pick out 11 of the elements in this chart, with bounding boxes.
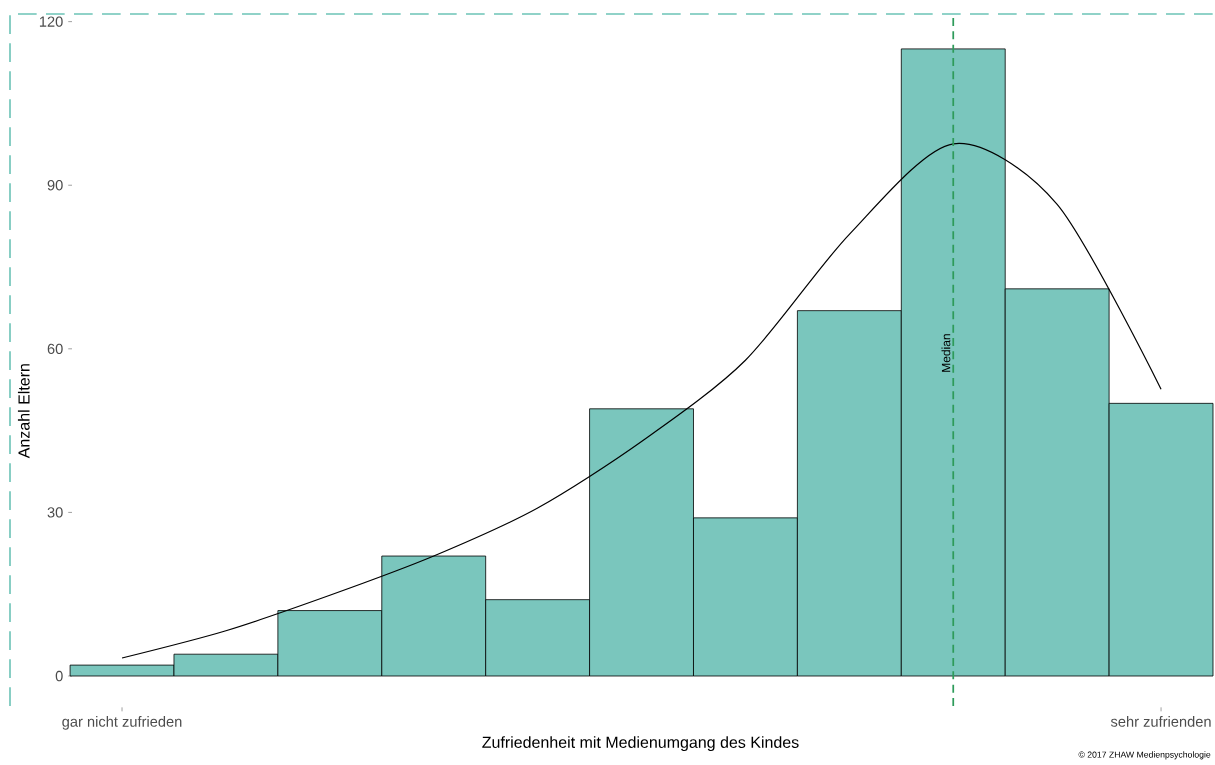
annotation: Median <box>941 334 951 372</box>
y-tick-label: 120 <box>39 16 63 27</box>
y-tick-label: 0 <box>55 670 63 682</box>
x-axis-title: Zufriedenheit mit Medienumgang des Kindes <box>482 736 799 752</box>
y-tick-label: 60 <box>47 343 63 355</box>
x-tick-label: gar nicht zufrieden <box>62 716 182 730</box>
text: © 2017 ZHAW Medienpsychologie <box>1078 751 1211 760</box>
y-tick-label: 30 <box>47 507 63 518</box>
y-axis-title: Anzahl Eltern <box>17 364 30 459</box>
y-tick-label: 90 <box>47 180 63 191</box>
x-tick-label: sehr zufrienden <box>1110 716 1211 727</box>
